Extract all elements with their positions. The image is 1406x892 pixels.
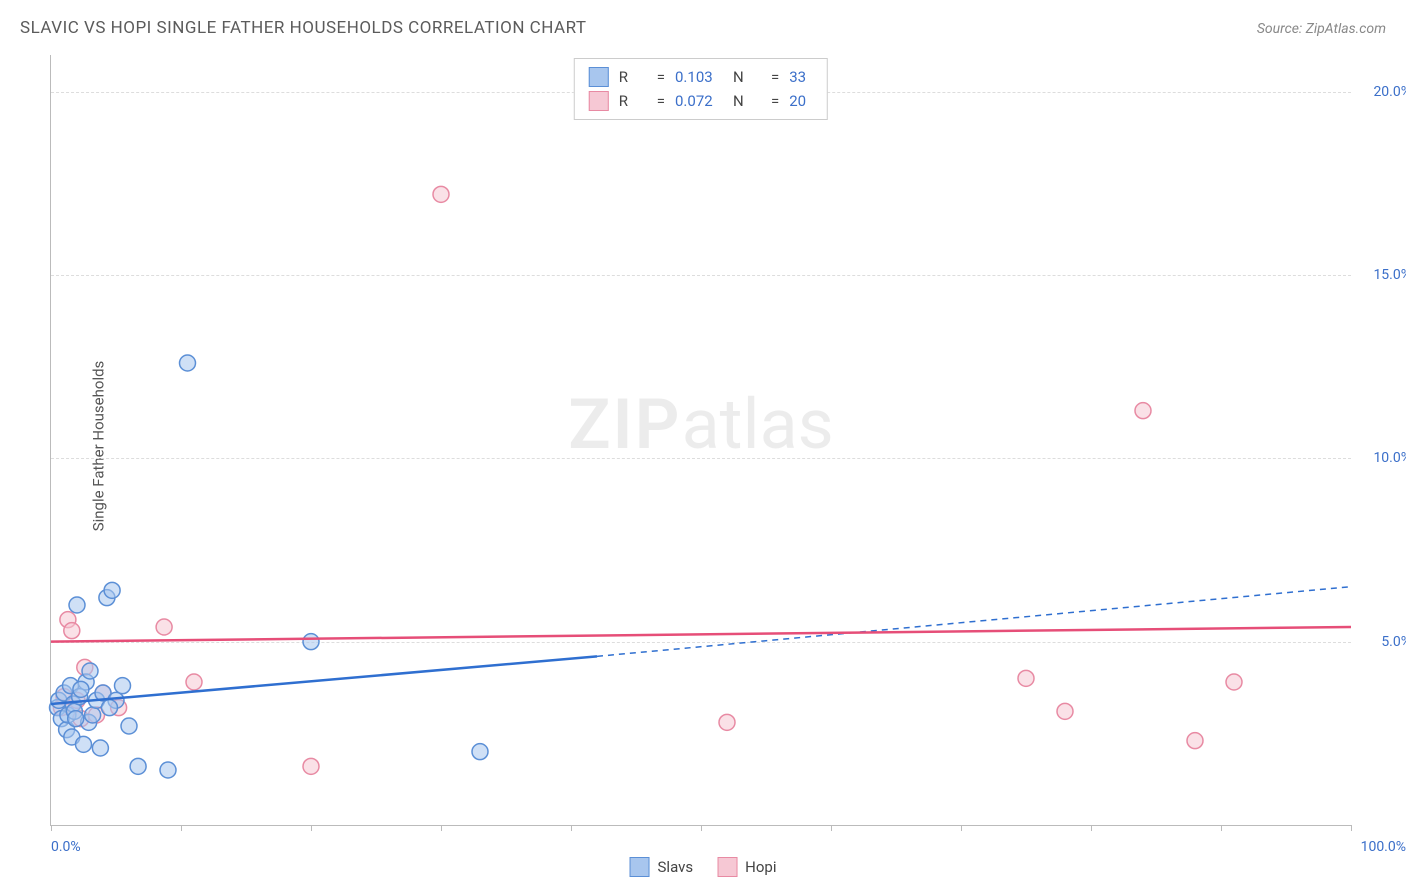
swatch-hopi [589, 91, 609, 111]
chart-svg [51, 55, 1351, 825]
trend-line-dashed [597, 587, 1351, 657]
scatter-point [104, 582, 120, 598]
scatter-point [102, 700, 118, 716]
scatter-point [69, 597, 85, 613]
stats-row-slavs: R = 0.103 N = 33 [589, 65, 813, 89]
legend-swatch-slavs [630, 857, 650, 877]
x-max-label: 100.0% [1361, 839, 1406, 855]
trend-line [51, 656, 597, 704]
n-value-hopi: 20 [789, 92, 813, 110]
y-tick-label: 10.0% [1356, 450, 1406, 466]
scatter-point [472, 744, 488, 760]
swatch-slavs [589, 67, 609, 87]
scatter-point [160, 762, 176, 778]
r-value-slavs: 0.103 [675, 68, 723, 86]
bottom-legend: Slavs Hopi [630, 857, 777, 877]
plot-area: ZIPatlas 5.0%10.0%15.0%20.0% 0.0% 100.0%… [50, 55, 1351, 826]
scatter-point [68, 711, 84, 727]
chart-source: Source: ZipAtlas.com [1257, 21, 1386, 37]
scatter-point [1135, 403, 1151, 419]
chart-title: SLAVIC VS HOPI SINGLE FATHER HOUSEHOLDS … [20, 18, 587, 38]
scatter-point [180, 355, 196, 371]
r-value-hopi: 0.072 [675, 92, 723, 110]
scatter-point [115, 678, 131, 694]
scatter-point [76, 736, 92, 752]
legend-label-hopi: Hopi [745, 858, 776, 876]
legend-swatch-hopi [717, 857, 737, 877]
scatter-point [433, 186, 449, 202]
scatter-point [73, 681, 89, 697]
scatter-point [121, 718, 137, 734]
legend-label-slavs: Slavs [658, 858, 694, 876]
scatter-point [85, 707, 101, 723]
chart-header: SLAVIC VS HOPI SINGLE FATHER HOUSEHOLDS … [20, 18, 1386, 38]
scatter-point [64, 623, 80, 639]
scatter-point [719, 714, 735, 730]
scatter-point [1057, 703, 1073, 719]
scatter-point [1187, 733, 1203, 749]
scatter-point [303, 634, 319, 650]
legend-item-hopi: Hopi [717, 857, 776, 877]
y-tick-label: 20.0% [1356, 84, 1406, 100]
scatter-point [130, 758, 146, 774]
legend-item-slavs: Slavs [630, 857, 694, 877]
scatter-point [303, 758, 319, 774]
scatter-point [1226, 674, 1242, 690]
scatter-point [1018, 670, 1034, 686]
correlation-stats-box: R = 0.103 N = 33 R = 0.072 N = 20 [574, 58, 828, 120]
scatter-point [82, 663, 98, 679]
scatter-point [156, 619, 172, 635]
y-tick-label: 5.0% [1356, 634, 1406, 650]
y-tick-label: 15.0% [1356, 267, 1406, 283]
scatter-point [186, 674, 202, 690]
n-value-slavs: 33 [789, 68, 813, 86]
x-min-label: 0.0% [51, 839, 81, 855]
scatter-point [92, 740, 108, 756]
trend-line [51, 627, 1351, 642]
stats-row-hopi: R = 0.072 N = 20 [589, 89, 813, 113]
